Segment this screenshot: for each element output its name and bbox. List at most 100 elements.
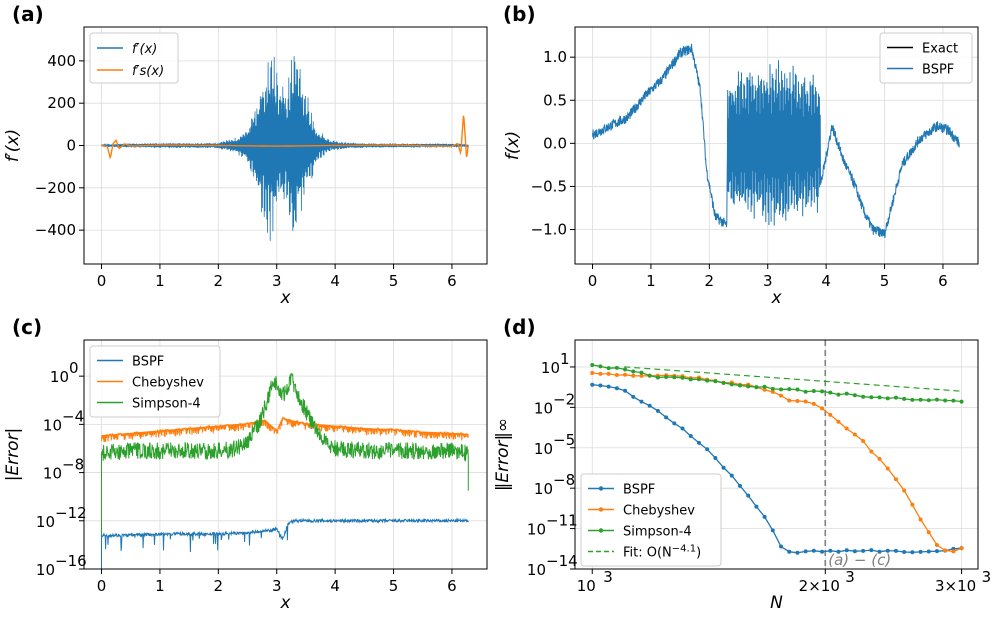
x-tick-label: 4 xyxy=(330,577,340,595)
series-point xyxy=(836,549,841,554)
series-point xyxy=(606,371,611,376)
series-point xyxy=(655,375,660,380)
series-line-1 xyxy=(592,372,962,553)
legend-entry: BSPF xyxy=(623,483,655,498)
series-point xyxy=(893,548,898,553)
series-bspf-line xyxy=(101,517,469,569)
series-point xyxy=(803,399,808,404)
series-point xyxy=(779,544,784,549)
series-point xyxy=(811,388,816,393)
series-point xyxy=(631,373,636,378)
y-tick-label: −1.0 xyxy=(531,221,567,239)
x-tick-label: 3 xyxy=(272,577,282,595)
series-point xyxy=(885,548,890,553)
legend-marker xyxy=(598,486,604,491)
series-point xyxy=(918,397,923,402)
series-point xyxy=(820,389,825,394)
series-point xyxy=(803,389,808,394)
series-point xyxy=(885,396,890,401)
series-point xyxy=(762,514,767,519)
series-point xyxy=(590,370,595,375)
series-point xyxy=(664,415,669,420)
x-tick-label: 0 xyxy=(97,272,107,290)
panel-label: (d) xyxy=(503,315,536,339)
series-point xyxy=(623,367,628,372)
series-point xyxy=(877,395,882,400)
series-point xyxy=(861,394,866,399)
y-tick-label: 10 xyxy=(43,416,62,434)
y-tick-label: 10 xyxy=(527,561,546,579)
series-point xyxy=(811,548,816,553)
series-point xyxy=(664,375,669,380)
series-point xyxy=(787,549,792,554)
y-tick-label: 10 xyxy=(50,368,69,386)
x-axis-label: x xyxy=(279,288,291,308)
y-tick-exponent: −8 xyxy=(62,456,84,474)
series-point xyxy=(672,375,677,380)
legend-entry: Exact xyxy=(922,42,958,57)
series-point xyxy=(680,426,685,431)
x-axis-label: x xyxy=(279,593,291,613)
series-point xyxy=(910,502,915,507)
series-point xyxy=(770,389,775,394)
legend-entry: Simpson-4 xyxy=(132,397,201,412)
y-tick-label: 10 xyxy=(534,399,553,417)
x-tick-label: 6 xyxy=(938,272,948,290)
series-point xyxy=(713,379,718,384)
series-point xyxy=(696,440,701,445)
series-point xyxy=(762,387,767,392)
x-axis-label: N xyxy=(770,593,783,613)
legend-entry: BSPF xyxy=(132,355,164,370)
series-line-2 xyxy=(592,364,962,403)
y-tick-label: 10 xyxy=(541,359,560,377)
series-point xyxy=(614,386,619,391)
y-axis-label: f′(x) xyxy=(3,129,23,162)
series-point xyxy=(606,366,611,371)
series-point xyxy=(623,388,628,393)
x-tick-label: 2 xyxy=(214,577,224,595)
series-point xyxy=(705,447,710,452)
series-point xyxy=(943,398,948,403)
series-point xyxy=(779,387,784,392)
series-point xyxy=(655,408,660,413)
y-tick-label: −200 xyxy=(35,179,76,197)
series-point xyxy=(647,403,652,408)
x-axis-label: x xyxy=(770,288,782,308)
legend-entry-exponent: −4.1 xyxy=(672,544,696,555)
legend-entry: Simpson-4 xyxy=(623,525,692,540)
legend-entry: Chebyshev xyxy=(623,504,695,519)
y-tick-exponent: 1 xyxy=(560,350,570,368)
series-bspf-line xyxy=(592,43,960,239)
series-point xyxy=(623,372,628,377)
x-tick-label: 4 xyxy=(330,272,340,290)
y-tick-label: 10 xyxy=(534,440,553,458)
series-point xyxy=(779,393,784,398)
x-tick-label: 1 xyxy=(155,272,165,290)
series-point xyxy=(836,419,841,424)
series-point xyxy=(795,398,800,403)
series-point xyxy=(754,385,759,390)
series-point xyxy=(934,549,939,554)
series-point xyxy=(885,466,890,471)
series-point xyxy=(959,399,964,404)
series-point xyxy=(639,399,644,404)
series-point xyxy=(688,377,693,382)
series-point xyxy=(729,473,734,478)
y-tick-label: 10 xyxy=(36,561,55,579)
series-point xyxy=(795,387,800,392)
series-fit-line xyxy=(624,366,962,392)
axes-frame xyxy=(574,339,979,570)
series-point xyxy=(869,449,874,454)
series-point xyxy=(680,375,685,380)
y-tick-label: 400 xyxy=(47,52,76,70)
x-tick-label: 5 xyxy=(880,272,890,290)
x-tick-label: 10 xyxy=(577,577,596,595)
series-point xyxy=(918,517,923,522)
x-tick-label: 2 xyxy=(214,272,224,290)
panel-b: 0 1 2 3 4 5 6 −1.0 −0.5 0.0 0.5 1.0 x f(x) (b) Exact BSP… xyxy=(503,2,979,308)
series-point xyxy=(737,483,742,488)
series-point xyxy=(820,549,825,554)
series-point xyxy=(877,456,882,461)
